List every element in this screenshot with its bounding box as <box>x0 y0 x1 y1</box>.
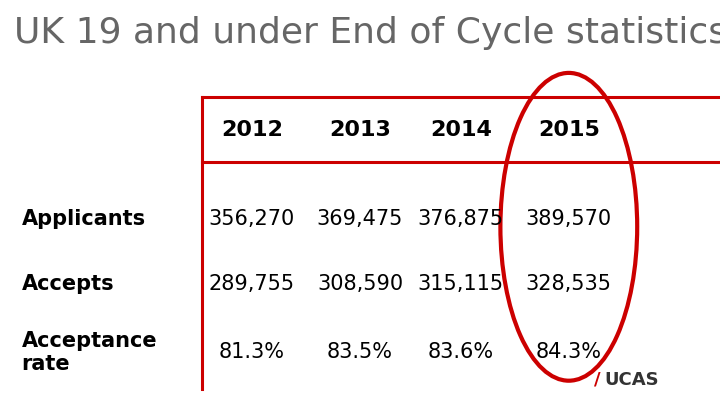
Text: 2015: 2015 <box>538 119 600 140</box>
Text: 83.6%: 83.6% <box>428 342 494 362</box>
Text: 289,755: 289,755 <box>209 273 295 294</box>
Text: 2012: 2012 <box>221 119 283 140</box>
Text: Acceptance
rate: Acceptance rate <box>22 331 157 374</box>
Text: UCAS: UCAS <box>605 371 660 389</box>
Text: 389,570: 389,570 <box>526 209 612 229</box>
Text: 84.3%: 84.3% <box>536 342 602 362</box>
Text: 2013: 2013 <box>329 119 391 140</box>
Text: 2014: 2014 <box>430 119 492 140</box>
Text: 81.3%: 81.3% <box>219 342 285 362</box>
Text: 328,535: 328,535 <box>526 273 612 294</box>
Text: Applicants: Applicants <box>22 209 145 229</box>
Text: 376,875: 376,875 <box>418 209 504 229</box>
Text: 83.5%: 83.5% <box>327 342 393 362</box>
Text: UK 19 and under End of Cycle statistics: UK 19 and under End of Cycle statistics <box>14 16 720 50</box>
Text: 369,475: 369,475 <box>317 209 403 229</box>
Text: /: / <box>594 371 600 389</box>
Text: 308,590: 308,590 <box>317 273 403 294</box>
Text: 315,115: 315,115 <box>418 273 504 294</box>
Text: Accepts: Accepts <box>22 273 114 294</box>
Text: 356,270: 356,270 <box>209 209 295 229</box>
